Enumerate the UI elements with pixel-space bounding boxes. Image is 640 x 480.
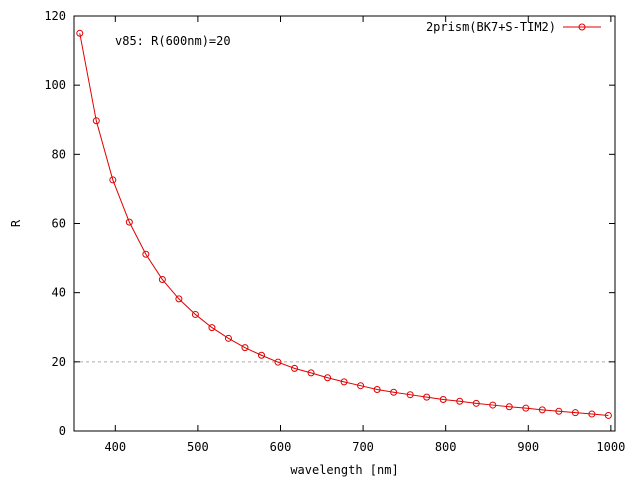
y-tick-label: 0 [59,424,66,438]
x-tick-label: 700 [352,440,374,454]
y-tick-label: 80 [52,147,66,161]
y-tick-label: 20 [52,355,66,369]
x-tick-label: 1000 [596,440,625,454]
y-axis-label: R [9,219,23,227]
x-tick-label: 400 [104,440,126,454]
x-tick-label: 800 [435,440,457,454]
y-tick-label: 100 [44,78,66,92]
x-axis-label: wavelength [nm] [290,463,398,477]
legend-label: 2prism(BK7+S-TIM2) [426,20,556,34]
x-tick-label: 600 [270,440,292,454]
y-tick-label: 40 [52,286,66,300]
chart-annotation: v85: R(600nm)=20 [115,34,231,48]
x-tick-label: 900 [517,440,539,454]
y-tick-label: 60 [52,217,66,231]
y-tick-label: 120 [44,9,66,23]
x-tick-label: 500 [187,440,209,454]
